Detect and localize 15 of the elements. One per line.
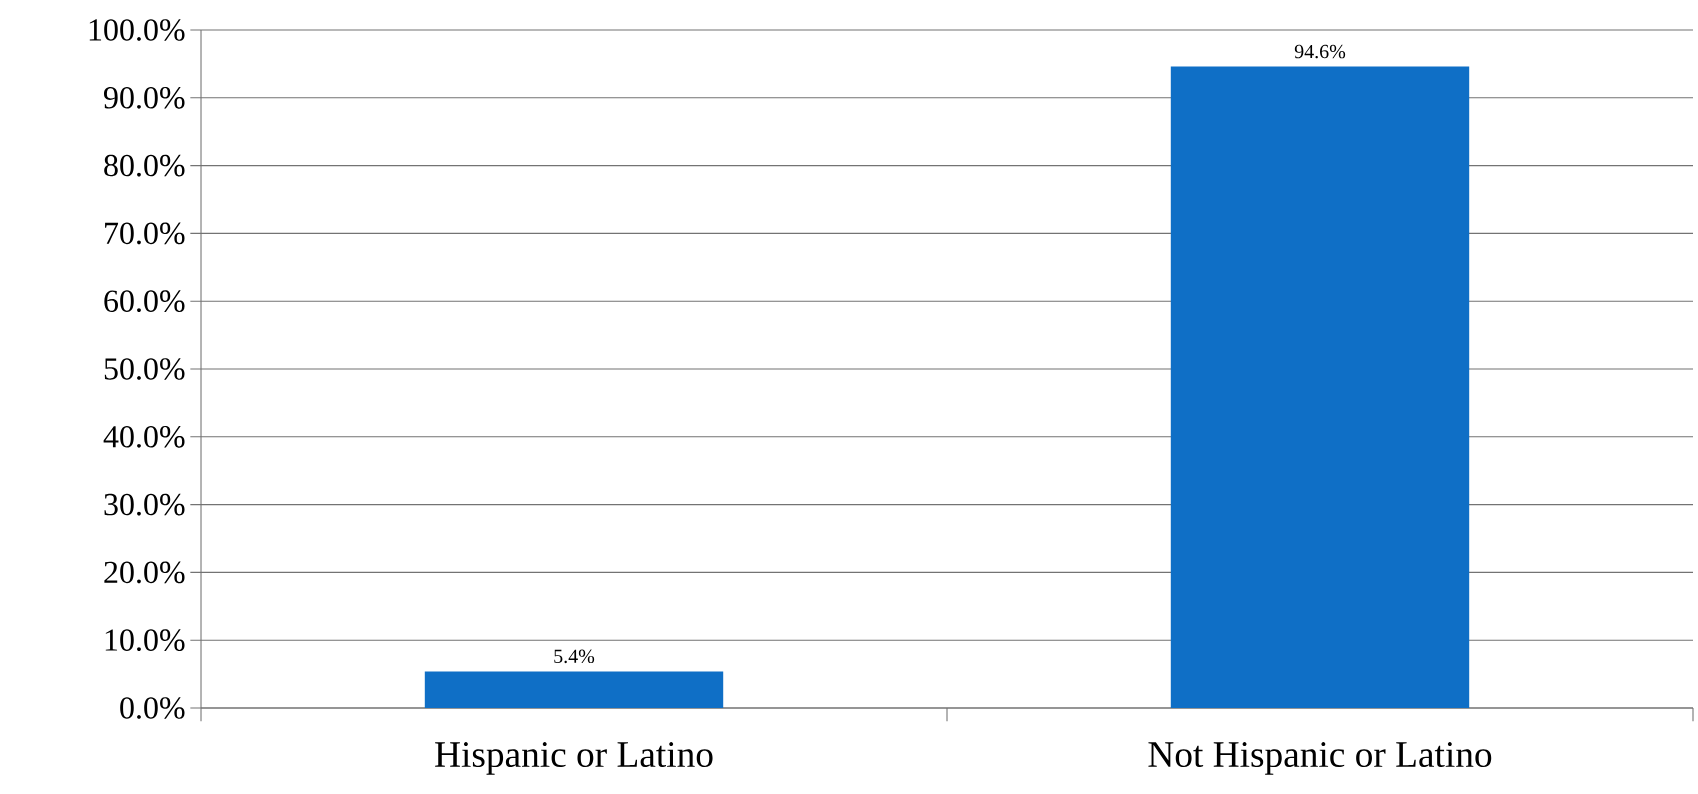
y-tick-label: 90.0%: [104, 86, 185, 109]
x-tick-label: Not Hispanic or Latino: [1148, 742, 1492, 775]
data-label: 5.4%: [554, 649, 595, 664]
y-tick-label: 60.0%: [104, 290, 185, 313]
y-tick-label: 20.0%: [104, 561, 185, 584]
y-tick-label: 30.0%: [104, 493, 185, 516]
x-tick-label: Hispanic or Latino: [435, 742, 713, 775]
y-tick-label: 10.0%: [105, 629, 185, 652]
y-tick-label: 40.0%: [103, 425, 185, 448]
y-tick-label: 50.0%: [104, 358, 185, 380]
y-tick-label: 0.0%: [120, 697, 185, 719]
data-label: 94.6%: [1294, 44, 1346, 59]
y-tick-label: 80.0%: [104, 154, 185, 177]
y-tick-label: 100.0%: [89, 19, 185, 41]
y-tick-label: 70.0%: [105, 222, 185, 245]
